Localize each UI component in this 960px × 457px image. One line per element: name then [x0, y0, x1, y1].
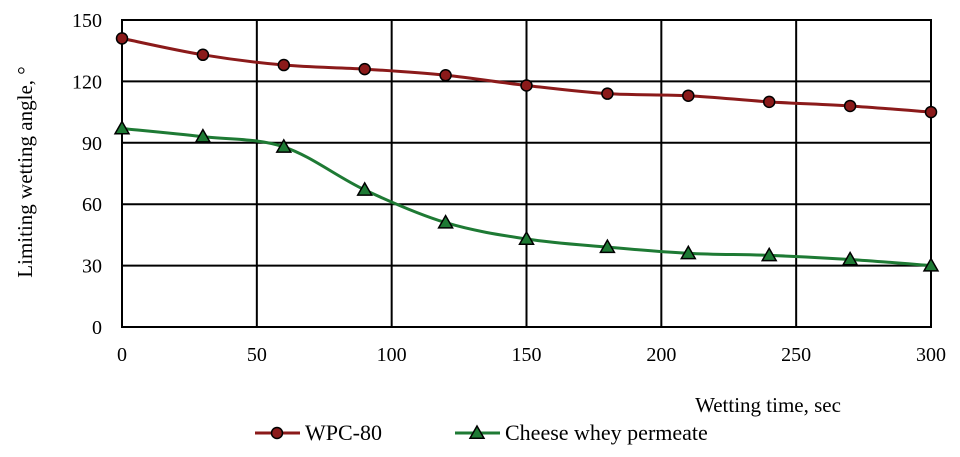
grid-lines: [121, 19, 932, 328]
legend-label: WPC-80: [305, 420, 382, 445]
x-tick-label: 250: [781, 344, 811, 366]
legend-label: Cheese whey permeate: [505, 420, 708, 445]
y-tick-label: 90: [82, 133, 102, 155]
series-layer: [113, 32, 940, 272]
data-point: [358, 62, 371, 76]
data-point: [194, 128, 212, 143]
x-tick-labels: 0 50 100 150 200 250 300: [117, 344, 946, 366]
y-tick-label: 120: [72, 71, 102, 93]
data-point: [680, 244, 697, 260]
x-tick-label: 200: [646, 344, 676, 366]
data-point: [277, 58, 291, 72]
x-tick-label: 100: [377, 344, 407, 366]
data-point: [922, 257, 940, 272]
plot-frame: [121, 19, 932, 328]
data-point: [437, 214, 454, 229]
data-point: [113, 119, 131, 135]
data-point: [843, 99, 857, 113]
data-point: [599, 238, 616, 254]
data-point: [356, 181, 373, 196]
y-tick-label: 30: [82, 256, 102, 278]
y-tick-label: 60: [82, 194, 102, 216]
data-point: [760, 246, 778, 262]
legend-item: Cheese whey permeate: [455, 420, 708, 445]
series-2: [113, 119, 940, 272]
x-tick-label: 0: [117, 344, 127, 366]
legend: WPC-80 Cheese whey permeate: [255, 420, 708, 445]
x-tick-label: 150: [512, 344, 542, 366]
y-tick-label: 150: [72, 10, 102, 32]
y-tick-labels: 0 30 60 90 120 150: [72, 10, 102, 339]
data-point: [841, 250, 859, 266]
data-point: [924, 105, 938, 119]
data-point: [275, 138, 293, 153]
data-point: [115, 32, 129, 45]
data-point: [601, 87, 614, 100]
legend-item: WPC-80: [255, 420, 382, 445]
data-point: [682, 89, 695, 102]
y-tick-label: 0: [92, 317, 102, 339]
data-point: [520, 79, 533, 92]
legend-marker: [468, 424, 486, 439]
legend-marker: [270, 426, 284, 440]
data-point: [518, 230, 535, 245]
data-point: [762, 95, 776, 109]
data-point: [439, 69, 452, 82]
x-tick-label: 50: [247, 344, 267, 366]
series-1: [115, 32, 938, 119]
y-axis-title: Limiting wetting angle, °: [13, 66, 37, 277]
x-tick-label: 300: [916, 344, 946, 366]
x-axis-title: Wetting time, sec: [695, 393, 841, 417]
data-point: [196, 48, 210, 62]
